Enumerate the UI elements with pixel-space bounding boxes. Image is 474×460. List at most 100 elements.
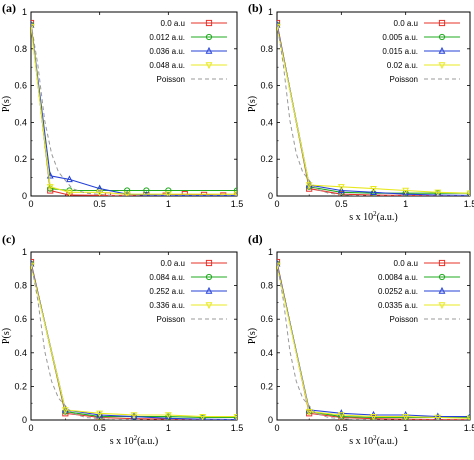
x-tick-label: 0 xyxy=(28,199,33,209)
series-line xyxy=(31,24,237,196)
series-1 xyxy=(31,260,237,420)
y-tick-label: 0 xyxy=(268,191,273,201)
data-point xyxy=(402,190,409,196)
data-point xyxy=(124,187,131,194)
y-tick-label: 0.8 xyxy=(14,281,27,291)
y-tick-label: 0.2 xyxy=(260,154,273,164)
x-tick-label: 0.5 xyxy=(335,199,348,209)
data-point xyxy=(233,191,237,196)
legend-marker xyxy=(438,19,446,27)
legend: 0.0 a.u 0.012 a.u. 0.036 a.u. 0.048 a.u. Poi… xyxy=(149,19,227,84)
data-point xyxy=(66,175,73,183)
x-tick-label: 1 xyxy=(403,199,408,209)
series-line xyxy=(277,263,470,418)
series-3 xyxy=(277,24,470,196)
data-point xyxy=(130,412,138,420)
legend-marker xyxy=(438,62,446,70)
y-tick-label: 0 xyxy=(22,191,27,201)
series-0 xyxy=(277,19,470,196)
series-2 xyxy=(31,20,237,196)
data-point xyxy=(199,413,207,420)
legend-marker xyxy=(438,302,446,310)
data-point xyxy=(466,190,470,196)
data-point xyxy=(31,19,35,27)
y-tick-label: 0.6 xyxy=(14,314,27,324)
legend-marker xyxy=(205,302,213,310)
legend-label: Poisson xyxy=(157,75,185,84)
data-point xyxy=(466,414,470,420)
legend-label: Poisson xyxy=(390,315,418,324)
series-4 xyxy=(31,22,237,196)
legend-label: 0.0252 a.u. xyxy=(378,287,418,296)
data-point xyxy=(165,413,172,420)
legend-label: 0.015 a.u. xyxy=(382,47,418,56)
data-point xyxy=(402,187,410,195)
data-point xyxy=(164,191,172,196)
panel-label: (b) xyxy=(248,1,263,15)
y-tick-label: 0.6 xyxy=(14,81,27,91)
series-line xyxy=(31,26,237,195)
legend-label: 0.0084 a.u. xyxy=(378,273,418,282)
y-tick-label: 0.4 xyxy=(14,348,27,358)
y-tick-label: 0.8 xyxy=(14,44,27,54)
x-tick-label: 1.5 xyxy=(464,199,474,209)
x-tick-label: 0.5 xyxy=(335,423,348,433)
data-point xyxy=(123,191,131,196)
legend-label: 0.036 a.u. xyxy=(149,47,185,56)
data-point xyxy=(277,262,281,270)
series-2 xyxy=(31,259,237,420)
legend-label: 0.084 a.u. xyxy=(149,273,185,282)
y-tick-label: 0.6 xyxy=(260,314,273,324)
legend-marker xyxy=(205,62,213,70)
panel-label: (a) xyxy=(2,1,16,15)
chart-panel-3: (c) 0 0.2 0.4 0.6 0.8 1 0 0.5 1 1.5 P(s) s x 102(a.u… xyxy=(1,232,243,447)
y-tick-label: 1 xyxy=(22,247,27,257)
chart-panel-2: (b) 0 0.2 0.4 0.6 0.8 1 0 0.5 1 1.5 P(s) s x 102(a.u… xyxy=(247,1,474,223)
x-tick-label: 0 xyxy=(28,423,33,433)
legend-label: 0.0 a.u xyxy=(394,259,418,268)
y-tick-label: 0.8 xyxy=(260,281,273,291)
data-point xyxy=(164,412,172,420)
data-point xyxy=(233,413,237,420)
data-point xyxy=(337,186,345,194)
x-tick-label: 1 xyxy=(166,423,171,433)
panel-label: (c) xyxy=(2,232,15,246)
data-point xyxy=(370,188,377,196)
legend: 0.0 a.u 0.0084 a.u. 0.0252 a.u. 0.0335 a.u.… xyxy=(378,259,460,324)
data-point xyxy=(46,184,54,191)
data-point xyxy=(370,185,377,193)
x-tick-label: 1 xyxy=(403,423,408,433)
legend-label: 0.336 a.u. xyxy=(149,301,185,310)
chart-panel-4: (d) 0 0.2 0.4 0.6 0.8 1 0 0.5 1 1.5 P(s) s x 102(a.u… xyxy=(247,232,474,447)
legend-label: Poisson xyxy=(390,75,418,84)
series-3 xyxy=(277,262,470,420)
data-point xyxy=(66,189,73,196)
x-tick-label: 0 xyxy=(274,423,279,433)
data-point xyxy=(434,412,442,420)
data-point xyxy=(338,413,345,420)
x-tick-label: 0.5 xyxy=(93,199,106,209)
legend-label: 0.02 a.u. xyxy=(387,61,418,70)
y-axis-label: P(s) xyxy=(247,96,258,112)
y-tick-label: 0.4 xyxy=(14,117,27,127)
legend-marker xyxy=(438,33,446,41)
legend: 0.0 a.u 0.005 a.u. 0.015 a.u. 0.02 a.u. Pois… xyxy=(382,19,460,84)
legend-marker xyxy=(205,19,213,27)
series-1 xyxy=(277,260,470,420)
y-axis-label: P(s) xyxy=(1,328,12,344)
series-2 xyxy=(277,20,470,196)
data-point xyxy=(402,413,410,420)
data-point xyxy=(277,24,281,31)
legend-marker xyxy=(205,33,213,41)
series-0 xyxy=(277,258,470,420)
data-point xyxy=(234,415,237,420)
legend-marker xyxy=(205,286,213,294)
legend-marker xyxy=(438,273,446,281)
y-tick-label: 0 xyxy=(268,415,273,425)
data-point xyxy=(96,184,104,192)
x-tick-label: 1.5 xyxy=(231,423,244,433)
data-point xyxy=(434,189,442,196)
y-tick-label: 1 xyxy=(268,247,273,257)
y-axis-label: P(s) xyxy=(247,328,258,344)
